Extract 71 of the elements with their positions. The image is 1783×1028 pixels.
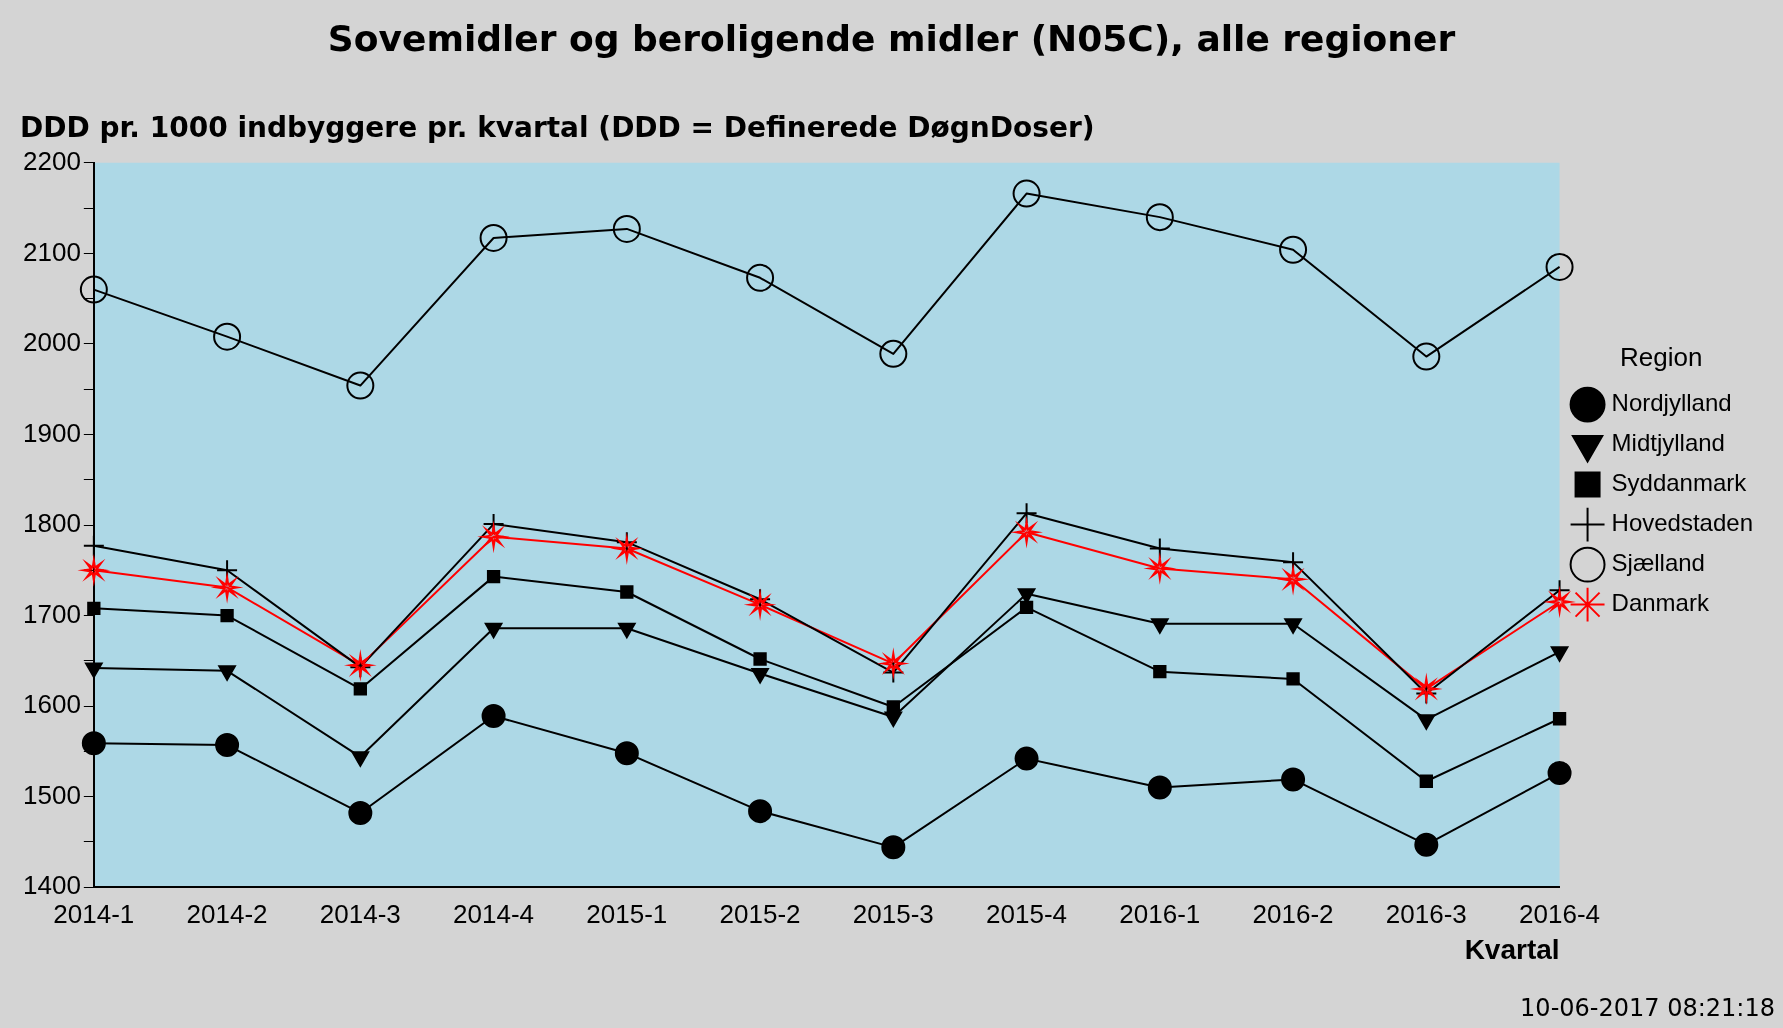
point — [612, 214, 641, 243]
point — [353, 682, 367, 696]
point — [1545, 252, 1574, 281]
point — [614, 741, 639, 766]
point — [884, 711, 903, 727]
point — [1145, 203, 1174, 232]
point — [748, 799, 773, 824]
x-tick-label: 2014-4 — [453, 898, 535, 929]
point — [87, 601, 101, 615]
x-tick-label: 2015-4 — [986, 898, 1068, 929]
y-tick-label: 1400 — [23, 870, 81, 901]
point — [79, 275, 108, 304]
point — [1153, 665, 1167, 679]
point — [346, 371, 375, 400]
point — [746, 263, 775, 292]
legend-label: Syddanmark — [1611, 469, 1748, 497]
point — [82, 534, 105, 557]
point — [620, 585, 634, 599]
y-tick-label: 1500 — [23, 779, 81, 810]
legend-label: Sjælland — [1611, 549, 1705, 577]
x-tick-label: 2014-2 — [186, 898, 268, 929]
point — [481, 704, 506, 729]
point — [220, 608, 234, 623]
x-tick-label: 2015-1 — [586, 898, 668, 929]
point — [213, 322, 242, 351]
point — [1412, 342, 1441, 371]
y-tick-label: 2200 — [23, 145, 81, 176]
point — [1014, 746, 1039, 771]
x-tick-label: 2016-4 — [1519, 898, 1601, 929]
point — [81, 731, 106, 756]
point — [1414, 832, 1439, 857]
point — [1015, 502, 1038, 525]
y-tick-label: 2000 — [23, 327, 81, 358]
legend-label: Nordjylland — [1611, 389, 1732, 417]
x-axis-title: Kvartal — [1464, 933, 1560, 965]
legend-title: Region — [1620, 341, 1703, 372]
y-tick-label: 1700 — [23, 598, 81, 629]
x-tick-label: 2014-1 — [53, 898, 135, 929]
point — [879, 339, 908, 368]
x-tick-label: 2016-1 — [1119, 898, 1201, 929]
y-tick-label: 1800 — [23, 508, 81, 539]
legend-label: Midtjylland — [1611, 429, 1725, 457]
legend-label: Danmark — [1611, 589, 1710, 617]
point — [1547, 761, 1572, 786]
x-tick-label: 2015-2 — [719, 898, 801, 929]
y-axis-title: DDD pr. 1000 indbyggere pr. kvartal (DDD = Definerede DøgnDoser) — [20, 111, 1095, 145]
text: 10-06-2017 08:21:18 — [1520, 994, 1775, 1023]
chart-title: Sovemidler og beroligende midler (N05C), alle regioner — [327, 17, 1456, 59]
point — [881, 835, 906, 860]
point — [479, 223, 508, 252]
x-tick-label: 2016-3 — [1385, 898, 1467, 929]
point — [1279, 235, 1308, 264]
legend-label: Hovedstaden — [1611, 509, 1753, 537]
point — [1019, 600, 1034, 615]
y-tick-label: 1600 — [23, 689, 81, 720]
point — [1147, 775, 1172, 800]
point — [1281, 767, 1306, 792]
point — [348, 800, 373, 825]
point — [215, 733, 240, 758]
point — [1419, 774, 1433, 788]
x-tick-label: 2014-3 — [319, 898, 401, 929]
y-tick-label: 2100 — [23, 236, 81, 267]
x-tick-label: 2015-3 — [852, 898, 934, 929]
point — [1552, 712, 1567, 726]
point — [351, 751, 370, 767]
y-tick-label: 1900 — [23, 417, 81, 448]
point — [753, 652, 767, 666]
x-tick-label: 2016-2 — [1252, 898, 1334, 929]
point — [1012, 179, 1041, 208]
point — [486, 569, 501, 584]
point — [1286, 672, 1300, 686]
